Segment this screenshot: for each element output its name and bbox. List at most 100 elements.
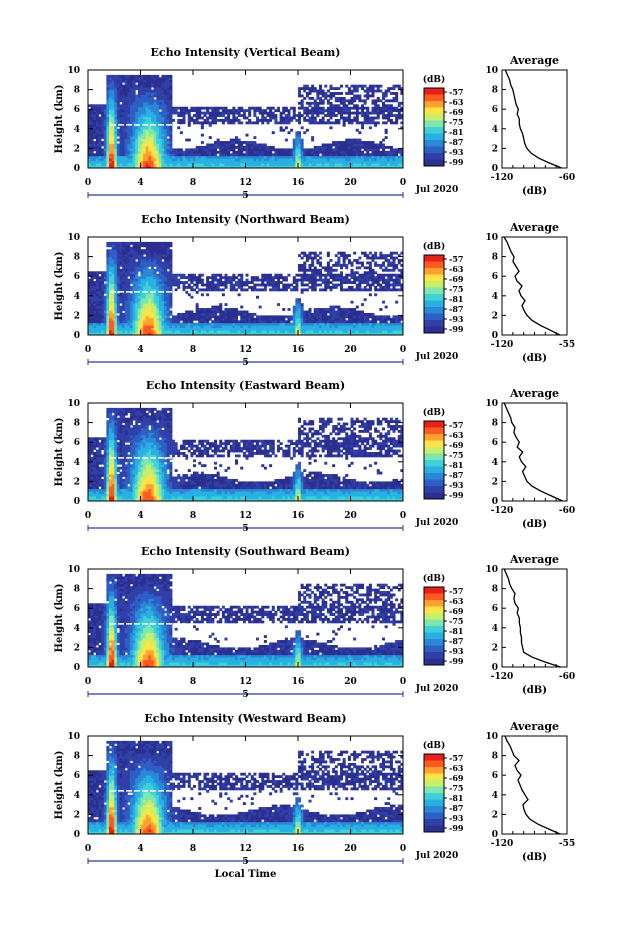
heatmap-cell (106, 249, 109, 252)
heatmap-cell (259, 151, 262, 154)
heatmap-cell (316, 269, 319, 272)
heatmap-cell (358, 141, 361, 144)
heatmap-cell (117, 286, 120, 289)
heatmap-cell (335, 330, 338, 333)
heatmap-cell (122, 257, 125, 260)
heatmap-cell (156, 114, 159, 117)
heatmap-cell (106, 254, 109, 257)
heatmap-cell (162, 254, 165, 257)
heatmap-cell (337, 274, 340, 277)
heatmap-cell (240, 323, 243, 326)
heatmap-cell (238, 112, 241, 115)
heatmap-cell (361, 114, 364, 117)
heatmap-cell (269, 163, 272, 166)
heatmap-cell (159, 264, 162, 267)
heatmap-cell (206, 144, 209, 147)
heatmap-cell (290, 284, 293, 287)
heatmap-cell (303, 318, 306, 321)
heatmap-cell (106, 306, 109, 309)
heatmap-cell (101, 318, 104, 321)
heatmap-cell (91, 323, 94, 326)
heatmap-cell (162, 242, 165, 245)
heatmap-cell (353, 117, 356, 120)
heatmap-cell (217, 281, 220, 284)
heatmap-cell (106, 288, 109, 291)
heatmap-cell (196, 161, 199, 164)
heatmap-cell (209, 276, 212, 279)
heatmap-cell (93, 141, 96, 144)
heatmap-cell (348, 262, 351, 265)
heatmap-cell (345, 99, 348, 102)
heatmap-cell (109, 104, 112, 107)
heatmap-cell (316, 156, 319, 159)
heatmap-cell (340, 281, 343, 284)
heatmap-cell (141, 303, 144, 306)
heatmap-cell (101, 136, 104, 139)
heatmap-cell (143, 276, 146, 279)
heatmap-cell (206, 320, 209, 323)
heatmap-cell (185, 156, 188, 159)
heatmap-cell (230, 279, 233, 282)
heatmap-cell (104, 104, 107, 107)
heatmap-cell (232, 308, 235, 311)
heatmap-cell (169, 134, 172, 137)
heatmap-cell (154, 141, 157, 144)
heatmap-cell (143, 293, 146, 296)
heatmap-cell (117, 85, 120, 88)
heatmap-cell (101, 298, 104, 301)
heatmap-cell (156, 313, 159, 316)
heatmap-cell (167, 274, 170, 277)
heatmap-cell (240, 107, 243, 110)
heatmap-cell (146, 90, 149, 93)
heatmap-cell (295, 146, 298, 149)
heatmap-cell (240, 156, 243, 159)
heatmap-cell (175, 330, 178, 333)
heatmap-cell (337, 112, 340, 115)
heatmap-cell (324, 281, 327, 284)
heatmap-cell (364, 107, 367, 110)
heatmap-cell (135, 104, 138, 107)
heatmap-cell (285, 151, 288, 154)
heatmap-cell (227, 313, 230, 316)
heatmap-cell (175, 153, 178, 156)
heatmap-cell (130, 114, 133, 117)
heatmap-cell (120, 257, 123, 260)
heatmap-cell (162, 77, 165, 80)
heatmap-cell (280, 112, 283, 115)
heatmap-cell (219, 325, 222, 328)
heatmap-cell (151, 104, 154, 107)
heatmap-cell (198, 146, 201, 149)
heatmap-cell (280, 153, 283, 156)
heatmap-cell (345, 311, 348, 314)
heatmap-cell (109, 146, 112, 149)
heatmap-cell (104, 286, 107, 289)
heatmap-cell (198, 308, 201, 311)
heatmap-cell (112, 249, 115, 252)
heatmap-cell (154, 92, 157, 95)
heatmap-cell (180, 131, 183, 134)
heatmap-cell (316, 313, 319, 316)
heatmap-cell (209, 286, 212, 289)
heatmap-cell (293, 117, 296, 120)
heatmap-cell (337, 311, 340, 314)
heatmap-cell (251, 107, 254, 110)
heatmap-cell (324, 313, 327, 316)
heatmap-cell (230, 158, 233, 161)
heatmap-cell (327, 109, 330, 112)
heatmap-cell (141, 264, 144, 267)
heatmap-cell (330, 114, 333, 117)
heatmap-cell (393, 153, 396, 156)
heatmap-cell (316, 254, 319, 257)
heatmap-cell (143, 144, 146, 147)
heatmap-cell (143, 264, 146, 267)
heatmap-cell (127, 271, 130, 274)
heatmap-cell (358, 121, 361, 124)
heatmap-cell (117, 303, 120, 306)
heatmap-cell (211, 279, 214, 282)
heatmap-cell (251, 156, 254, 159)
heatmap-cell (91, 139, 94, 142)
heatmap-cell (358, 139, 361, 142)
heatmap-cell (162, 158, 165, 161)
heatmap-cell (240, 286, 243, 289)
heatmap-cell (164, 266, 167, 269)
